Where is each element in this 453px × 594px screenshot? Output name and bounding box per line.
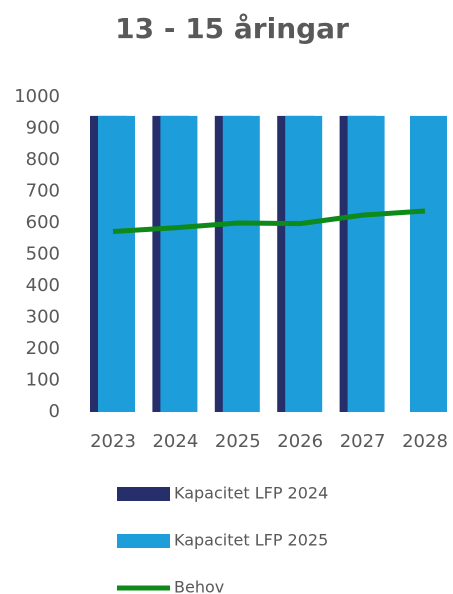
y-tick-label: 400 (26, 275, 60, 296)
bar (285, 115, 323, 413)
line (112, 208, 426, 235)
y-tick-label: 700 (26, 181, 60, 202)
chart-title: 13 - 15 åringar (115, 12, 349, 45)
y-tick-label: 300 (26, 307, 60, 328)
x-tick-label: 2025 (215, 431, 261, 452)
x-tick-label: 2023 (90, 431, 136, 452)
y-tick-label: 100 (26, 370, 60, 391)
y-tick-label: 500 (26, 244, 60, 265)
y-tick-label: 800 (26, 149, 60, 170)
bar (222, 115, 260, 413)
bar (160, 115, 198, 413)
bar (98, 115, 135, 413)
y-tick-label: 1000 (14, 86, 60, 107)
y-tick-label: 900 (26, 118, 60, 139)
legend-swatch (117, 487, 170, 501)
x-tick-label: 2027 (340, 431, 386, 452)
y-tick-label: 0 (49, 401, 60, 422)
y-tick-label: 600 (26, 212, 60, 233)
legend-label: Kapacitet LFP 2024 (174, 484, 328, 503)
y-tick-label: 200 (26, 338, 60, 359)
bar (410, 115, 447, 413)
x-tick-label: 2024 (152, 431, 198, 452)
legend-swatch (117, 534, 170, 548)
legend-label: Behov (174, 578, 224, 594)
legend-label: Kapacitet LFP 2025 (174, 531, 328, 550)
x-tick-label: 2028 (402, 431, 448, 452)
x-tick-label: 2026 (277, 431, 323, 452)
bar (347, 115, 385, 413)
